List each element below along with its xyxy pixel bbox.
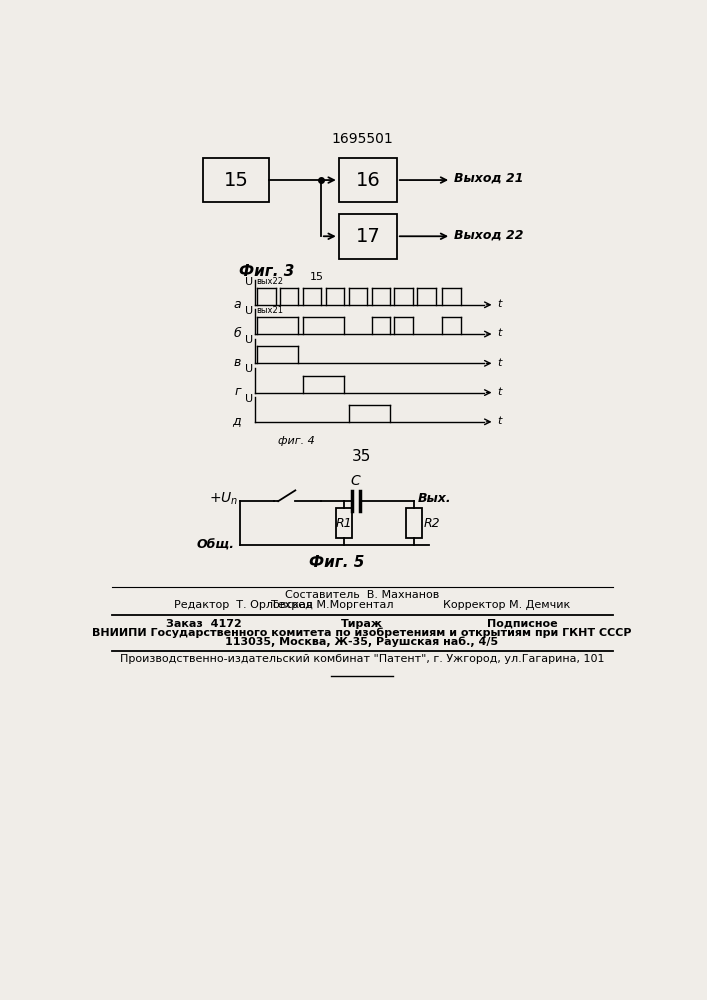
Text: R2: R2 <box>424 517 440 530</box>
Text: Тираж: Тираж <box>341 619 383 629</box>
Text: t: t <box>497 299 501 309</box>
Text: 15: 15 <box>310 272 324 282</box>
Text: б: б <box>233 327 241 340</box>
Text: Общ.: Общ. <box>196 539 234 552</box>
Text: C: C <box>351 474 361 488</box>
Text: 15: 15 <box>223 171 248 190</box>
Text: Техред М.Моргентал: Техред М.Моргентал <box>271 600 394 610</box>
Text: Фиг. 3: Фиг. 3 <box>239 264 294 279</box>
Text: а: а <box>233 298 241 311</box>
Text: в: в <box>234 356 241 369</box>
Text: U: U <box>245 277 252 287</box>
Text: Подписное: Подписное <box>487 619 558 629</box>
Text: фиг. 4: фиг. 4 <box>278 436 315 446</box>
Text: t: t <box>497 358 501 368</box>
Bar <box>337 508 352 538</box>
Text: Заказ  4172: Заказ 4172 <box>166 619 242 629</box>
Text: +$U_n$: +$U_n$ <box>209 491 238 507</box>
Text: Выход 21: Выход 21 <box>454 172 524 185</box>
Text: t: t <box>497 328 501 338</box>
Text: вых21: вых21 <box>257 306 284 315</box>
Text: д: д <box>233 415 241 428</box>
Text: Вых.: Вых. <box>418 492 451 505</box>
Text: U: U <box>245 306 252 316</box>
Text: 35: 35 <box>352 449 372 464</box>
Text: ВНИИПИ Государственного комитета по изобретениям и открытиям при ГКНТ СССР: ВНИИПИ Государственного комитета по изоб… <box>92 628 631 638</box>
Bar <box>203 158 269 202</box>
Text: U: U <box>245 364 252 374</box>
Text: Редактор  Т. Орловская: Редактор Т. Орловская <box>174 600 312 610</box>
Bar <box>339 214 397 259</box>
Text: t: t <box>497 416 501 426</box>
Bar <box>339 158 397 202</box>
Text: U: U <box>245 394 252 404</box>
Text: t: t <box>497 387 501 397</box>
Text: U: U <box>245 335 252 345</box>
Text: Производственно-издательский комбинат "Патент", г. Ужгород, ул.Гагарина, 101: Производственно-издательский комбинат "П… <box>119 654 604 664</box>
Text: Фиг. 5: Фиг. 5 <box>309 555 364 570</box>
Text: 1695501: 1695501 <box>331 132 393 146</box>
Text: Выход 22: Выход 22 <box>454 228 524 241</box>
Text: г: г <box>235 385 241 398</box>
Text: 113035, Москва, Ж-35, Раушская наб., 4/5: 113035, Москва, Ж-35, Раушская наб., 4/5 <box>226 637 498 647</box>
Text: 17: 17 <box>356 227 380 246</box>
Text: 16: 16 <box>356 171 380 190</box>
Text: R1: R1 <box>336 517 352 530</box>
Bar <box>406 508 421 538</box>
Text: Корректор М. Демчик: Корректор М. Демчик <box>443 600 571 610</box>
Text: Составитель  В. Махнанов: Составитель В. Махнанов <box>285 590 439 600</box>
Text: вых22: вых22 <box>257 277 284 286</box>
